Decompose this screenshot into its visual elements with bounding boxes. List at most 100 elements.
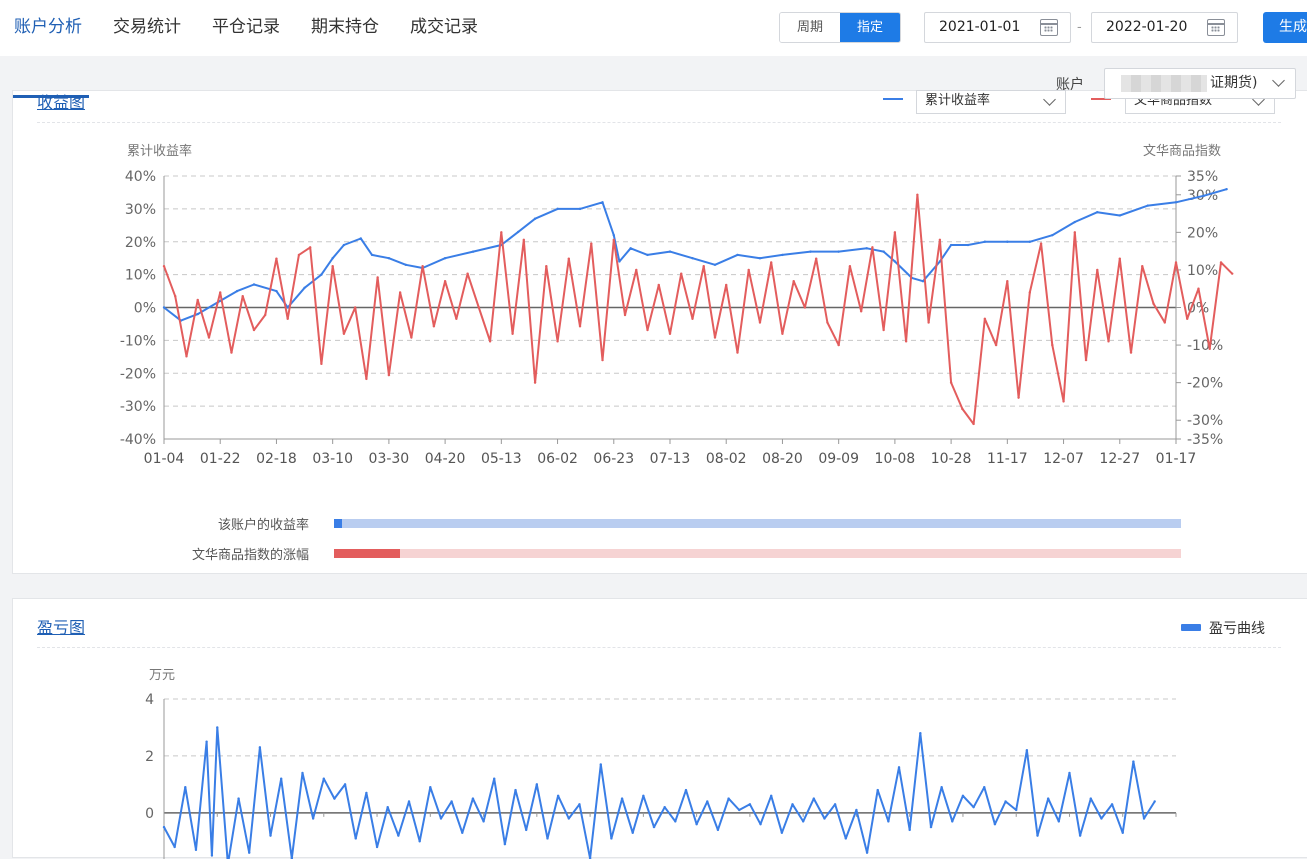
data-point	[1047, 797, 1049, 799]
data-point	[898, 766, 900, 768]
index-change-label: 文华商品指数的涨幅	[109, 544, 309, 563]
data-point	[264, 314, 266, 316]
data-point	[685, 789, 687, 791]
period-button[interactable]: 周期	[780, 13, 840, 42]
data-point	[301, 772, 303, 774]
account-return-bar-fill	[334, 519, 342, 528]
data-point	[333, 797, 335, 799]
data-point	[504, 843, 506, 845]
chevron-down-icon	[1272, 74, 1285, 87]
data-point	[472, 797, 474, 799]
data-point	[748, 269, 750, 271]
data-point	[1220, 261, 1222, 263]
data-point	[208, 336, 210, 338]
data-point	[738, 809, 740, 811]
data-point	[792, 280, 794, 282]
data-point	[759, 257, 761, 259]
account-name-redacted	[1121, 75, 1207, 92]
data-point	[331, 257, 333, 259]
data-point	[962, 795, 964, 797]
data-point	[455, 318, 457, 320]
data-point	[939, 239, 941, 241]
data-point	[669, 333, 671, 335]
data-point	[275, 257, 277, 259]
data-point	[493, 777, 495, 779]
nav-end-positions[interactable]: 期末持仓	[311, 15, 379, 39]
data-point	[472, 250, 474, 252]
pnl-legend-label[interactable]: 盈亏曲线	[1209, 618, 1265, 638]
data-point	[691, 257, 693, 259]
data-point	[298, 254, 300, 256]
start-date-input[interactable]: 2021-01-01	[924, 12, 1071, 43]
data-point	[376, 846, 378, 848]
calendar-icon[interactable]	[1207, 19, 1225, 36]
data-point	[950, 381, 952, 383]
data-point	[1132, 760, 1134, 762]
data-point	[1051, 344, 1053, 346]
generate-button[interactable]: 生成	[1263, 12, 1307, 43]
data-point	[354, 306, 356, 308]
data-point	[1100, 817, 1102, 819]
data-point	[269, 834, 271, 836]
pnl-chart-title[interactable]: 盈亏图	[37, 614, 85, 638]
data-point	[1015, 809, 1017, 811]
legend-blue-swatch	[883, 98, 903, 100]
nav-account-analysis[interactable]: 账户分析	[14, 15, 82, 39]
data-point	[940, 786, 942, 788]
x-tick-label: 04-20	[425, 451, 466, 467]
x-tick-label: 06-02	[537, 451, 578, 467]
data-point	[916, 194, 918, 196]
x-tick-label: 11-17	[987, 451, 1028, 467]
chevron-down-icon	[1043, 93, 1056, 106]
data-point	[646, 329, 648, 331]
data-point	[1074, 221, 1076, 223]
data-point	[1036, 834, 1038, 836]
data-point	[511, 333, 513, 335]
data-point	[1074, 231, 1076, 233]
data-point	[621, 797, 623, 799]
data-point	[478, 306, 480, 308]
data-point	[781, 333, 783, 335]
data-point	[579, 208, 581, 210]
data-point	[387, 806, 389, 808]
data-point	[813, 797, 815, 799]
return-chart-title[interactable]: 收益图	[37, 89, 85, 113]
nav-close-records[interactable]: 平仓记录	[212, 15, 280, 39]
nav-trade-stats[interactable]: 交易统计	[113, 15, 181, 39]
data-point	[343, 333, 345, 335]
y-axis-title: 万元	[149, 668, 175, 683]
data-point	[236, 290, 238, 292]
data-point	[984, 241, 986, 243]
data-point	[1107, 340, 1109, 342]
calendar-icon[interactable]	[1040, 19, 1058, 36]
data-point	[887, 820, 889, 822]
end-date-input[interactable]: 2022-01-20	[1091, 12, 1238, 43]
data-point	[371, 254, 373, 256]
data-point	[759, 321, 761, 323]
y-tick-label: 0%	[134, 301, 156, 317]
y2-tick-label: -35%	[1187, 432, 1223, 448]
nav-fill-records[interactable]: 成交记录	[410, 15, 478, 39]
data-point	[1119, 214, 1121, 216]
data-point	[399, 291, 401, 293]
data-point	[1119, 257, 1121, 259]
data-point	[781, 254, 783, 256]
left-series-select[interactable]: 累计收益率	[916, 90, 1066, 114]
specified-button[interactable]: 指定	[840, 13, 900, 42]
data-point	[163, 826, 165, 828]
data-point	[253, 329, 255, 331]
period-mode-toggle: 周期 指定	[779, 12, 901, 43]
data-point	[1175, 201, 1177, 203]
top-bar: 账户分析 交易统计 平仓记录 期末持仓 成交记录 周期 指定 2021-01-0…	[0, 0, 1307, 56]
data-point	[727, 797, 729, 799]
data-point	[163, 265, 165, 267]
data-point	[680, 272, 682, 274]
data-point	[482, 820, 484, 822]
account-select[interactable]: 证期货)	[1104, 68, 1296, 99]
data-point	[1186, 318, 1188, 320]
data-point	[714, 264, 716, 266]
data-point	[461, 832, 463, 834]
data-point	[837, 250, 839, 252]
data-point	[253, 283, 255, 285]
